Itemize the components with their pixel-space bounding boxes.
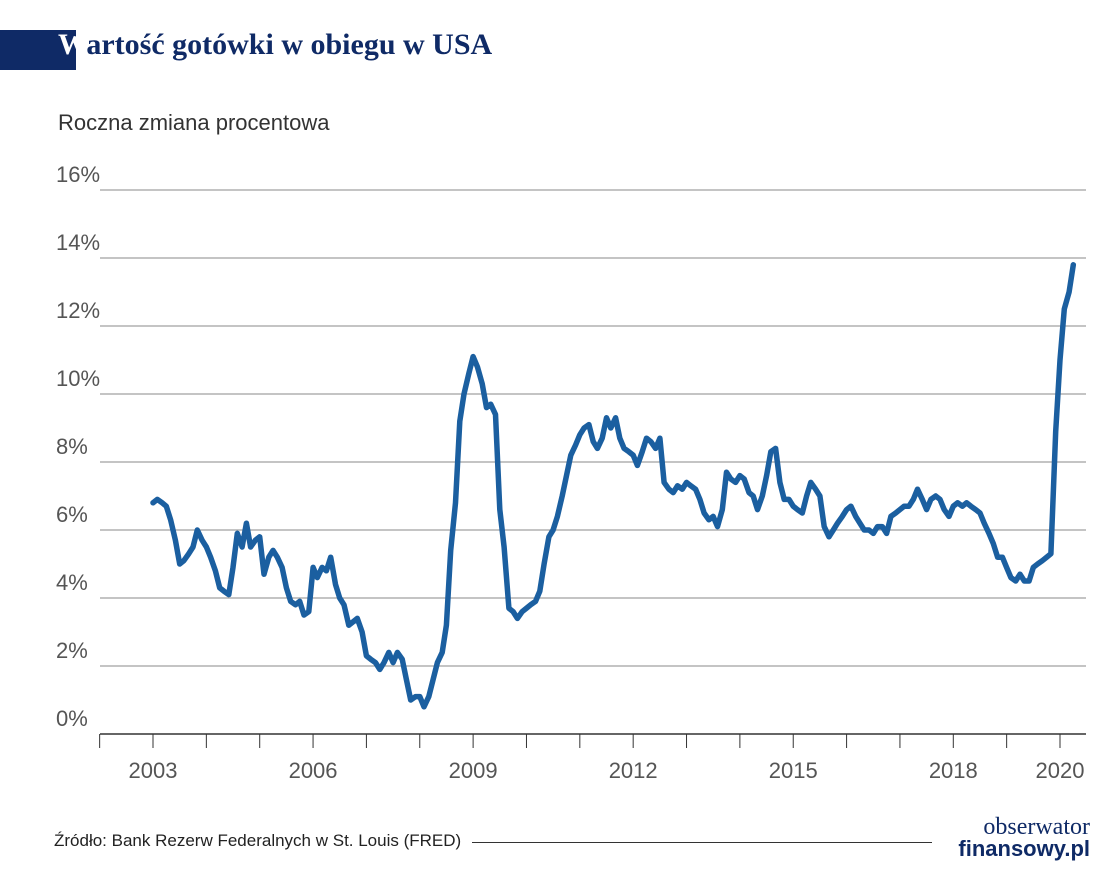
title-rest: artość gotówki w obiegu w USA — [86, 28, 493, 61]
y-tick-label: 0% — [56, 706, 88, 731]
y-tick-label: 16% — [56, 162, 100, 187]
x-tick-label: 2020 — [1036, 758, 1085, 783]
logo-line1: obserwator — [983, 814, 1090, 840]
x-tick-label: 2018 — [929, 758, 978, 783]
source-note: Źródło: Bank Rezerw Federalnych w St. Lo… — [54, 831, 462, 850]
y-tick-label: 4% — [56, 570, 88, 595]
chart-subtitle: Roczna zmiana procentowa — [58, 110, 330, 135]
y-tick-label: 6% — [56, 502, 88, 527]
series-layer — [150, 262, 1077, 710]
logo-line2: finansowy.pl — [958, 836, 1090, 861]
source-divider — [472, 842, 932, 843]
y-tick-label: 10% — [56, 366, 100, 391]
x-tick-label: 2003 — [129, 758, 178, 783]
y-tick-label: 14% — [56, 230, 100, 255]
y-tick-label: 2% — [56, 638, 88, 663]
title-accent-bar — [0, 30, 76, 70]
x-tick-label: 2009 — [449, 758, 498, 783]
title-first-letter: W — [58, 28, 87, 61]
x-tick-label: 2015 — [769, 758, 818, 783]
x-tick-label: 2006 — [289, 758, 338, 783]
chart-title: Wartość gotówki w obiegu w USA — [58, 28, 492, 62]
x-axis: 2003 2006 2009 2012 2015 2018 2020 — [99, 733, 1086, 783]
grid-lines: 0% 2% 4% 6% 8% 10% 12% 14% 16% — [56, 162, 1086, 731]
publisher-logo: obserwator finansowy.pl — [950, 814, 1090, 861]
y-tick-label: 8% — [56, 434, 88, 459]
series-line — [150, 262, 1077, 710]
x-tick-label: 2012 — [609, 758, 658, 783]
y-tick-label: 12% — [56, 298, 100, 323]
